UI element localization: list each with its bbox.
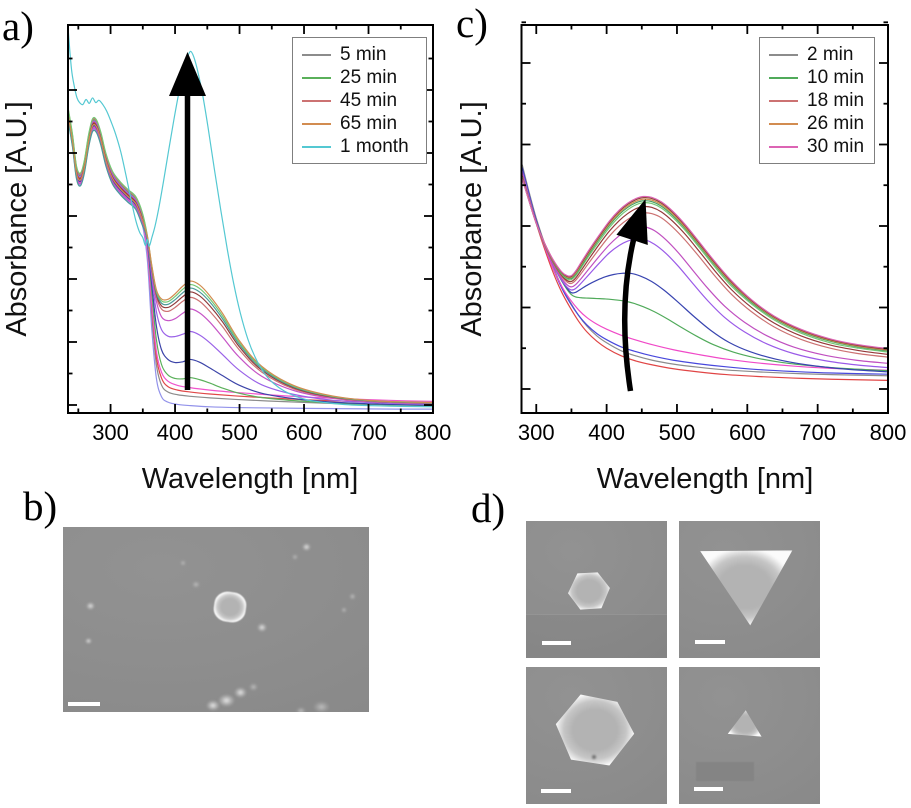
legend-label: 5 min <box>340 44 387 65</box>
spectrum-curve-14-min <box>522 170 887 369</box>
legend-line-sample <box>769 145 798 148</box>
legend-line-sample <box>769 53 798 56</box>
legend-item: 26 min <box>764 114 870 133</box>
spectrum-curve-8-min <box>522 171 887 371</box>
legend-line-sample <box>302 99 331 102</box>
x-tick-label: 500 <box>659 420 696 445</box>
x-tick-label: 300 <box>92 420 129 445</box>
legend-line-sample <box>302 76 331 79</box>
plot-frame <box>520 24 889 414</box>
legend-label: 2 min <box>807 44 854 65</box>
particle-cluster-blob <box>313 701 330 712</box>
nanoparticle-rounded-hexagon <box>212 589 248 625</box>
scale-bar <box>68 702 100 706</box>
x-tick-label: 700 <box>799 420 836 445</box>
particle-cluster-blob <box>296 707 306 712</box>
legend-line-sample <box>302 122 331 125</box>
sem-image-d-bottom-left <box>526 667 667 804</box>
panel-label-a: a) <box>2 3 34 49</box>
legend-item: 1 month <box>297 137 422 156</box>
scale-bar <box>694 787 723 791</box>
x-tick-label: 300 <box>518 420 555 445</box>
x-tick-label: 600 <box>286 420 323 445</box>
sem-image-d-bottom-right <box>679 667 820 804</box>
small-particle-dot <box>349 593 356 600</box>
surface-defect-dot <box>592 755 596 759</box>
chart-c-legend: 2 min 10 min 18 min 26 min 30 min <box>759 37 875 164</box>
x-axis-title-a: Wavelength [nm] <box>141 463 359 495</box>
legend-label: 45 min <box>340 90 398 111</box>
small-particle-dot <box>341 607 347 613</box>
spectrum-curve-20-min <box>522 176 887 355</box>
spectrum-curve-30-min <box>522 178 887 350</box>
small-particle-dot <box>85 638 92 644</box>
small-particle-dot <box>180 560 186 566</box>
legend-label: 10 min <box>807 67 865 88</box>
legend-label: 26 min <box>807 113 865 134</box>
x-tick-label: 700 <box>350 420 387 445</box>
scale-bar <box>542 641 571 645</box>
spectrum-curve-65-min <box>69 116 432 404</box>
particle-cluster-blob <box>206 700 220 711</box>
legend-label: 1 month <box>340 136 409 157</box>
nanoparticle-hexagon-small <box>565 569 613 613</box>
legend-line-sample <box>769 76 798 79</box>
legend-line-sample <box>769 99 798 102</box>
sem-image-d-top-right <box>679 521 820 658</box>
legend-item: 2 min <box>764 45 870 64</box>
scale-bar <box>695 640 725 644</box>
x-tick-label: 400 <box>588 420 625 445</box>
legend-item: 5 min <box>297 45 422 64</box>
darker-substrate-patch <box>696 762 754 781</box>
x-tick-label: 800 <box>870 420 907 445</box>
sem-image-b <box>63 527 369 712</box>
scale-bar <box>541 789 571 793</box>
legend-label: 18 min <box>807 90 865 111</box>
small-particle-dot <box>302 543 311 551</box>
uvvis-spectra-chart-c: 300 400 500 600 700 800 <box>518 21 907 445</box>
legend-label: 25 min <box>340 67 398 88</box>
nanoparticle-triangle-large <box>697 546 794 627</box>
panel-label-d: d) <box>471 485 506 531</box>
particle-cluster-blob <box>218 694 235 707</box>
legend-item: 18 min <box>764 91 870 110</box>
legend-item: 25 min <box>297 68 422 87</box>
legend-line-sample <box>302 53 331 56</box>
spectrum-curve-1-month <box>69 32 432 408</box>
small-particle-dot <box>257 623 267 632</box>
legend-item: 65 min <box>297 114 422 133</box>
time-increase-arrow-head <box>616 199 648 246</box>
time-increase-arrow-head <box>169 52 206 96</box>
sem-image-d-top-left <box>526 521 667 658</box>
x-tick-label: 500 <box>221 420 258 445</box>
legend-label: 65 min <box>340 113 398 134</box>
small-particle-dot <box>192 581 200 588</box>
panel-label-c: c) <box>456 0 488 46</box>
particle-cluster-blob <box>234 687 247 698</box>
legend-label: 30 min <box>807 136 865 157</box>
legend-item: 30 min <box>764 137 870 156</box>
legend-line-sample <box>769 122 798 125</box>
x-axis-title-c: Wavelength [nm] <box>596 463 814 495</box>
small-particle-dot <box>292 554 298 560</box>
panel-label-b: b) <box>23 483 58 529</box>
spectrum-curve-4-min <box>522 169 887 381</box>
plot-frame <box>67 24 434 414</box>
particle-cluster-blob <box>249 683 258 691</box>
chart-a-legend: 5 min 25 min 45 min 65 min 1 month <box>292 37 427 164</box>
small-particle-dot <box>86 602 95 610</box>
x-tick-label: 800 <box>415 420 452 445</box>
uvvis-spectra-chart-a: 300 400 500 600 700 800 <box>67 24 452 445</box>
x-tick-label: 400 <box>157 420 194 445</box>
x-tick-label: 600 <box>729 420 766 445</box>
legend-item: 45 min <box>297 91 422 110</box>
legend-item: 10 min <box>764 68 870 87</box>
spectrum-curve-18-min <box>522 175 887 358</box>
substrate-step <box>526 614 667 658</box>
legend-line-sample <box>302 145 331 148</box>
nanoparticle-triangle-small <box>727 710 762 737</box>
